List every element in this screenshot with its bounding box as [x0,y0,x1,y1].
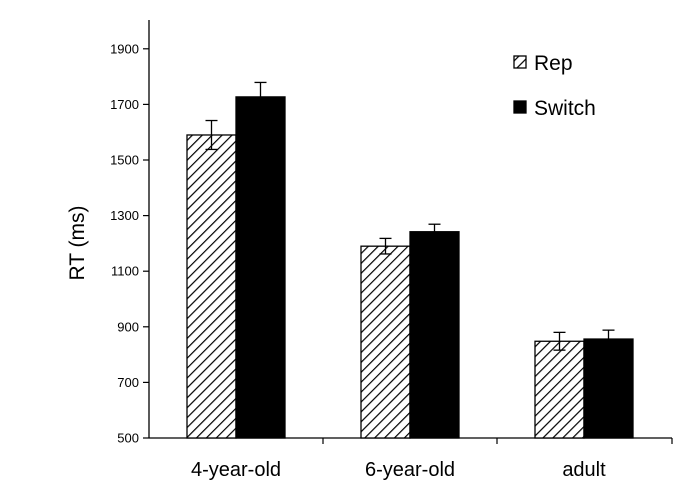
bar-switch-2 [583,338,634,439]
legend-label-rep: Rep [534,52,573,75]
legend: Rep Switch [513,52,596,120]
y-tick-label: 1300 [110,208,139,223]
legend-label-switch: Switch [534,97,596,120]
bar-rep-1 [360,245,411,439]
x-tick-label: 4-year-old [191,459,281,481]
y-axis-label: RT (ms) [66,205,89,280]
legend-swatch-rep [513,55,527,69]
x-tick-label: 6-year-old [365,459,455,481]
bar-switch-0 [235,96,286,439]
bar-rep-0 [186,134,237,439]
y-tick-label: 700 [117,375,139,390]
bar-rep-2 [534,340,585,439]
x-tick-label: adult [562,459,606,481]
bars [186,81,634,439]
axis-labels: RT (ms) 4-year-old 6-year-old adult [66,205,606,481]
y-tick-label: 1500 [110,153,139,168]
bar-switch-1 [409,231,460,439]
legend-swatch-switch [513,100,527,114]
y-tick-label: 1900 [110,41,139,56]
y-tick-label: 1100 [111,264,139,279]
y-tick-label: 1700 [110,97,139,112]
y-tick-label: 900 [117,319,139,334]
y-tick-label: 500 [117,431,139,446]
